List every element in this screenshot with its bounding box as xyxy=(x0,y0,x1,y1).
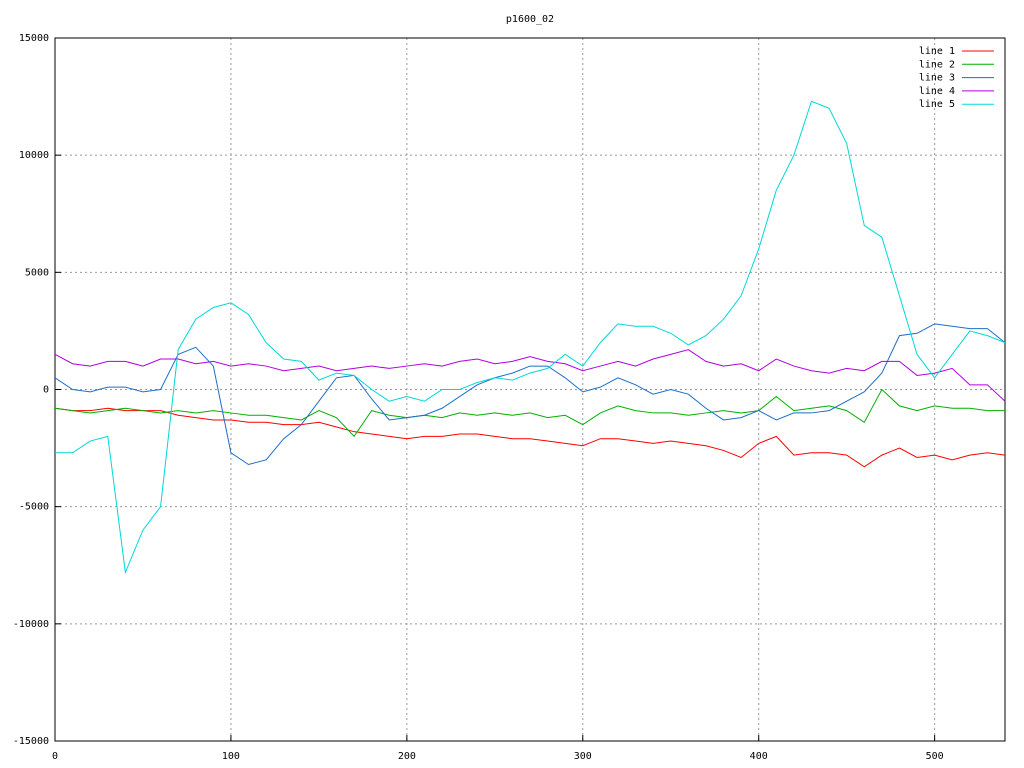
plot-frame xyxy=(54,37,1006,742)
x-tick-label: 0 xyxy=(52,751,58,762)
data-line xyxy=(55,100,1006,575)
y-tick-label: 0 xyxy=(43,385,49,396)
data-line xyxy=(54,388,1005,438)
data-line xyxy=(54,349,1006,402)
legend-label: line 2 xyxy=(919,59,955,70)
y-tick-label: 5000 xyxy=(25,267,49,278)
x-tick-label: 500 xyxy=(926,751,944,762)
x-tick-label: 300 xyxy=(574,751,592,762)
x-tick-label: 100 xyxy=(222,751,240,762)
legend-label: line 4 xyxy=(919,86,955,97)
legend-label: line 5 xyxy=(919,99,955,110)
data-line xyxy=(54,407,1006,468)
data-line xyxy=(54,323,1006,466)
legend-label: line 1 xyxy=(919,46,955,57)
y-tick-label: 15000 xyxy=(19,33,49,44)
y-tick-label: -10000 xyxy=(13,619,49,630)
y-tick-label: -5000 xyxy=(19,502,49,513)
chart-title: p1600_02 xyxy=(506,14,554,25)
legend-label: line 3 xyxy=(919,73,955,84)
x-tick-label: 400 xyxy=(750,751,768,762)
y-tick-label: 10000 xyxy=(19,150,49,161)
x-tick-label: 200 xyxy=(398,751,416,762)
y-tick-label: -15000 xyxy=(13,736,49,747)
